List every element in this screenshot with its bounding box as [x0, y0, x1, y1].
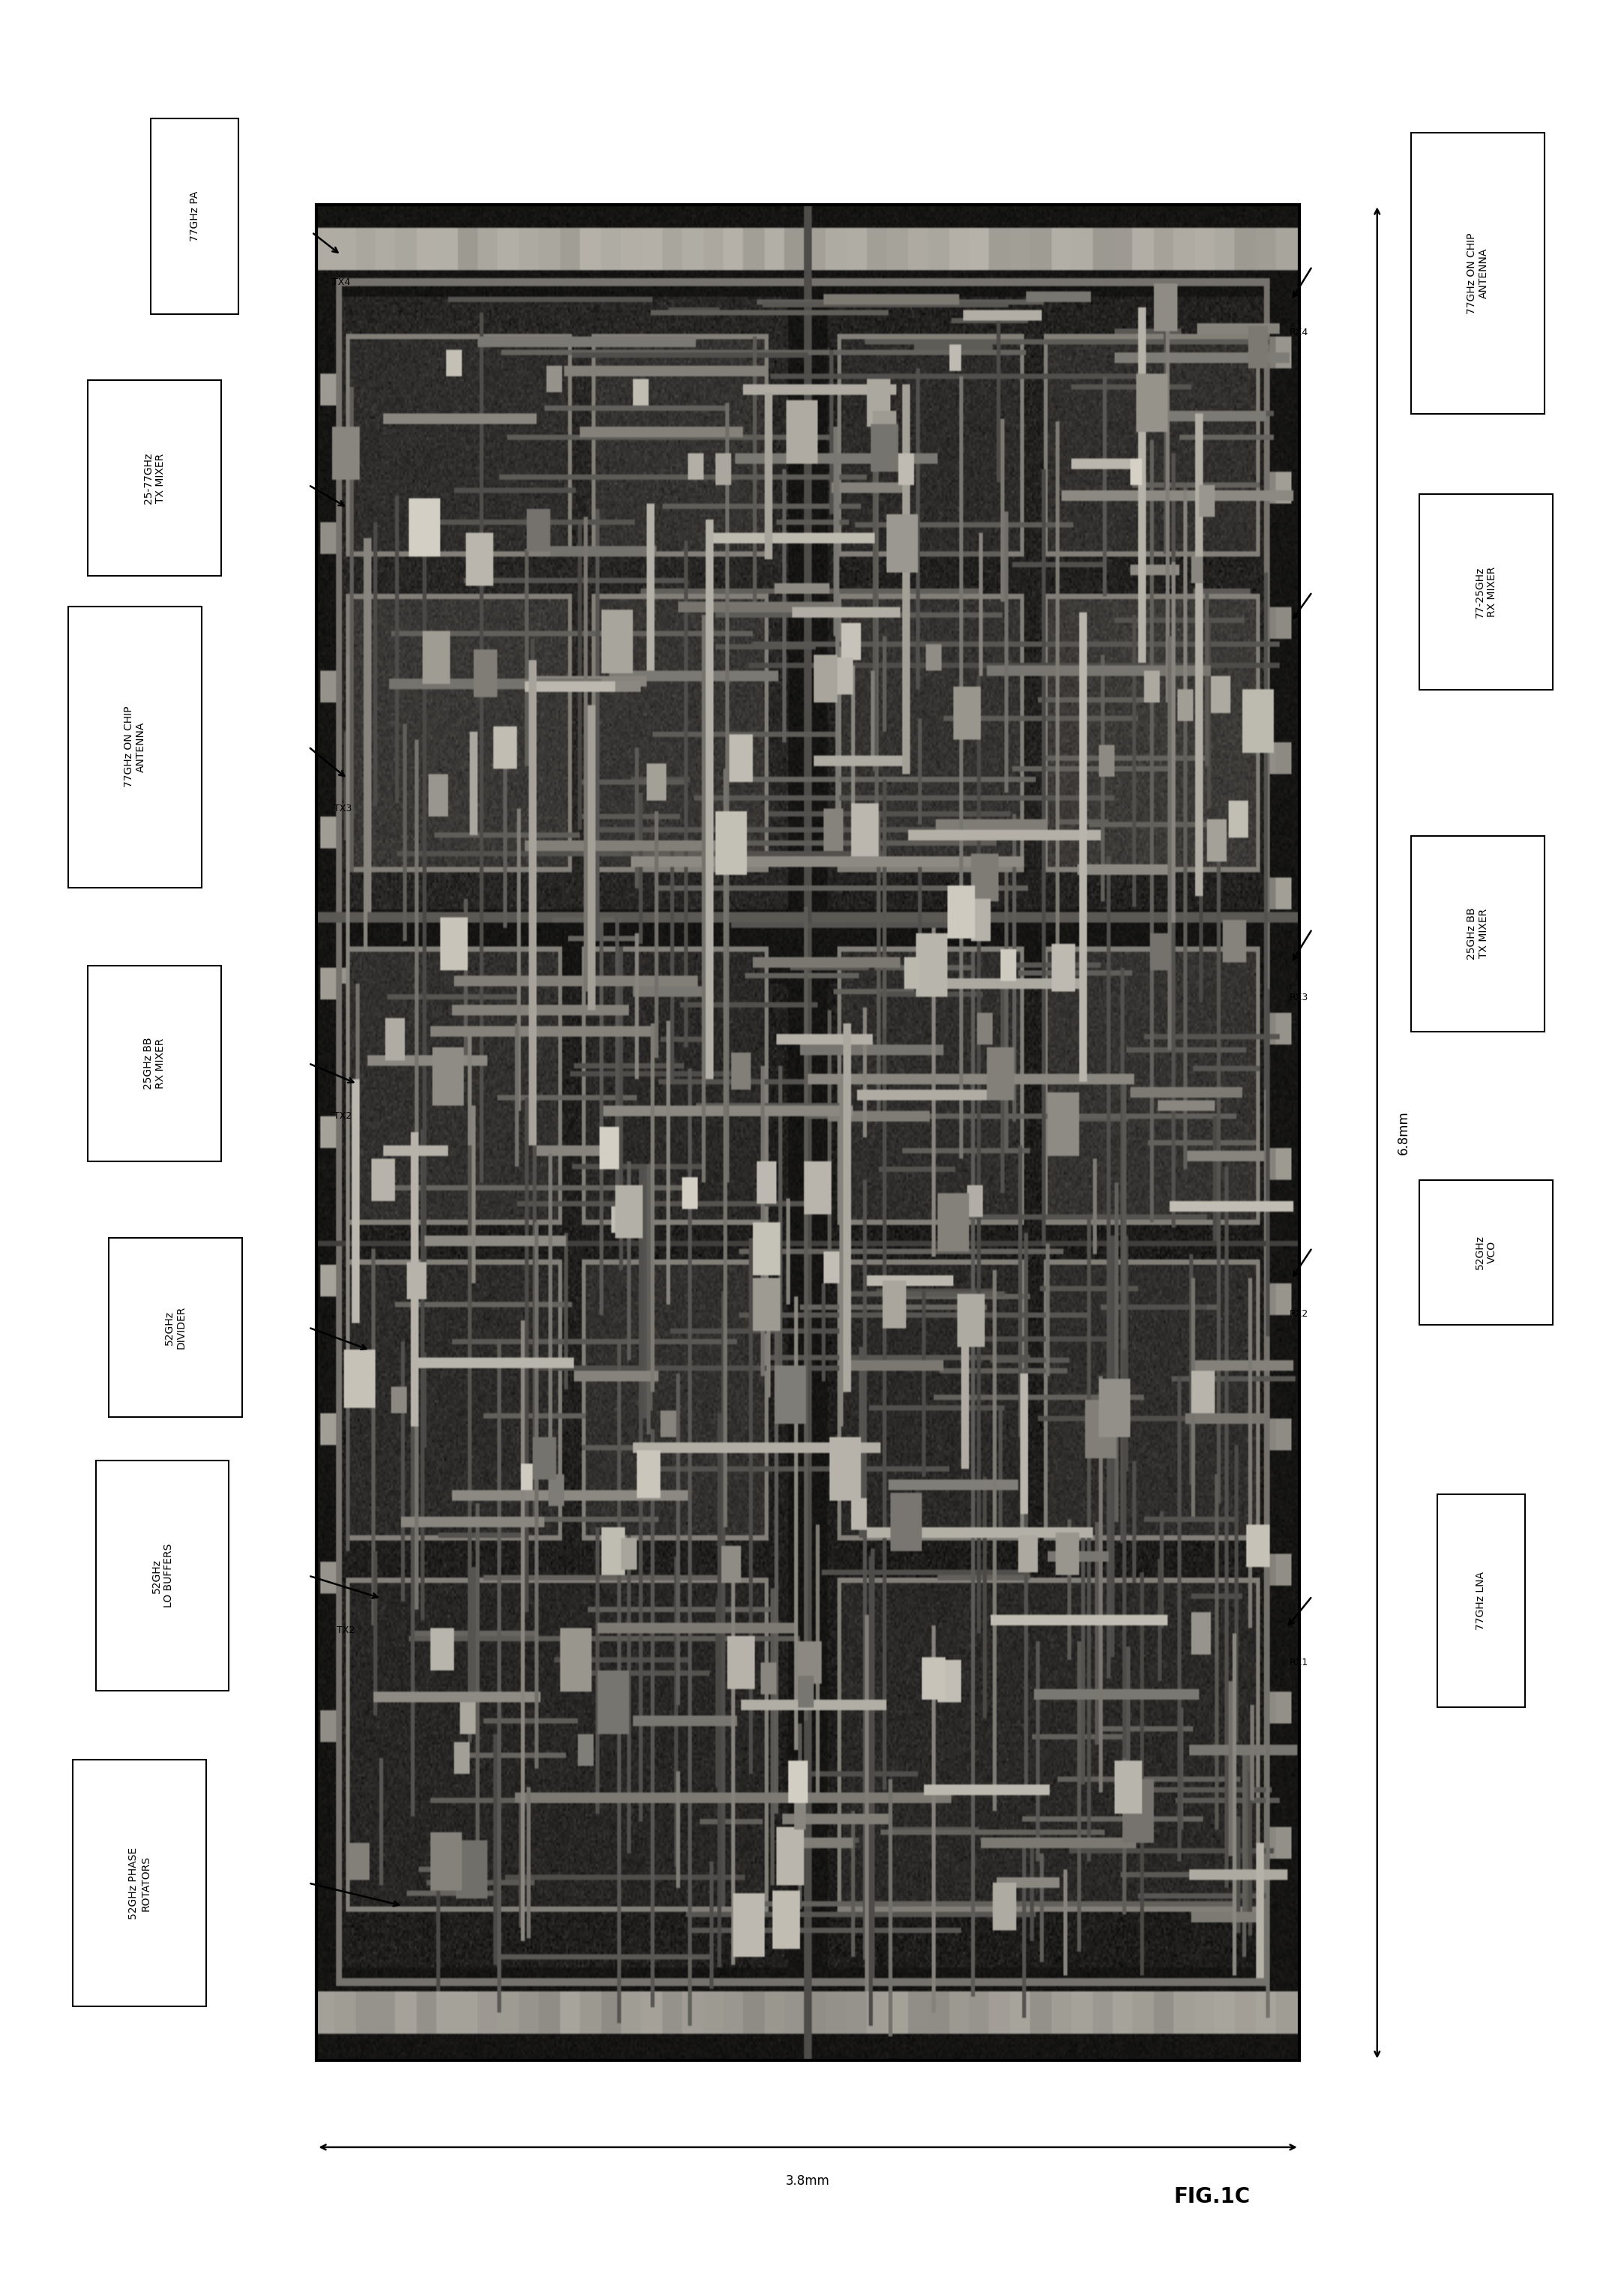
FancyBboxPatch shape — [151, 118, 239, 314]
Text: RX3: RX3 — [1289, 993, 1309, 1002]
Text: 77-25GHz
RX MIXER: 77-25GHz RX MIXER — [1475, 567, 1497, 617]
FancyBboxPatch shape — [73, 1760, 206, 2006]
Text: 6.8mm: 6.8mm — [1397, 1111, 1410, 1154]
Text: 52GHz
VCO: 52GHz VCO — [1475, 1234, 1497, 1271]
Text: 52GHz
DIVIDER: 52GHz DIVIDER — [164, 1307, 187, 1348]
Text: 52GHz
LO BUFFERS: 52GHz LO BUFFERS — [151, 1544, 174, 1608]
Bar — [317, 205, 1299, 2061]
FancyBboxPatch shape — [1411, 132, 1544, 414]
Text: 25GHz BB
TX MIXER: 25GHz BB TX MIXER — [1466, 909, 1489, 959]
Text: TX2: TX2 — [333, 1111, 352, 1120]
Text: 77GHz ON CHIP
ANTENNA: 77GHz ON CHIP ANTENNA — [1466, 232, 1489, 314]
Text: 3.8mm: 3.8mm — [786, 2175, 830, 2188]
Text: 77GHz ON CHIP
ANTENNA: 77GHz ON CHIP ANTENNA — [123, 706, 146, 788]
Text: TX4: TX4 — [331, 278, 351, 287]
Text: TX2: TX2 — [336, 1626, 356, 1635]
Text: 52GHz PHASE
ROTATORS: 52GHz PHASE ROTATORS — [128, 1847, 151, 1920]
FancyBboxPatch shape — [68, 606, 201, 888]
Text: 77GHz LNA: 77GHz LNA — [1476, 1571, 1486, 1630]
Text: RX2: RX2 — [1289, 1309, 1309, 1318]
FancyBboxPatch shape — [1411, 836, 1544, 1031]
FancyBboxPatch shape — [88, 380, 221, 576]
FancyBboxPatch shape — [96, 1462, 229, 1690]
FancyBboxPatch shape — [109, 1239, 242, 1416]
Text: TX3: TX3 — [333, 804, 352, 813]
Text: 25-77GHz
TX MIXER: 25-77GHz TX MIXER — [143, 453, 166, 503]
FancyBboxPatch shape — [1437, 1494, 1525, 1708]
Text: 77GHz PA: 77GHz PA — [190, 191, 200, 241]
Text: RX1: RX1 — [1289, 1658, 1309, 1667]
FancyBboxPatch shape — [88, 965, 221, 1161]
Text: FIG.1C: FIG.1C — [1174, 2186, 1250, 2206]
FancyBboxPatch shape — [1419, 494, 1553, 690]
Text: RX4: RX4 — [1289, 328, 1309, 337]
FancyBboxPatch shape — [1419, 1179, 1553, 1325]
Text: 25GHz BB
RX MIXER: 25GHz BB RX MIXER — [143, 1038, 166, 1088]
